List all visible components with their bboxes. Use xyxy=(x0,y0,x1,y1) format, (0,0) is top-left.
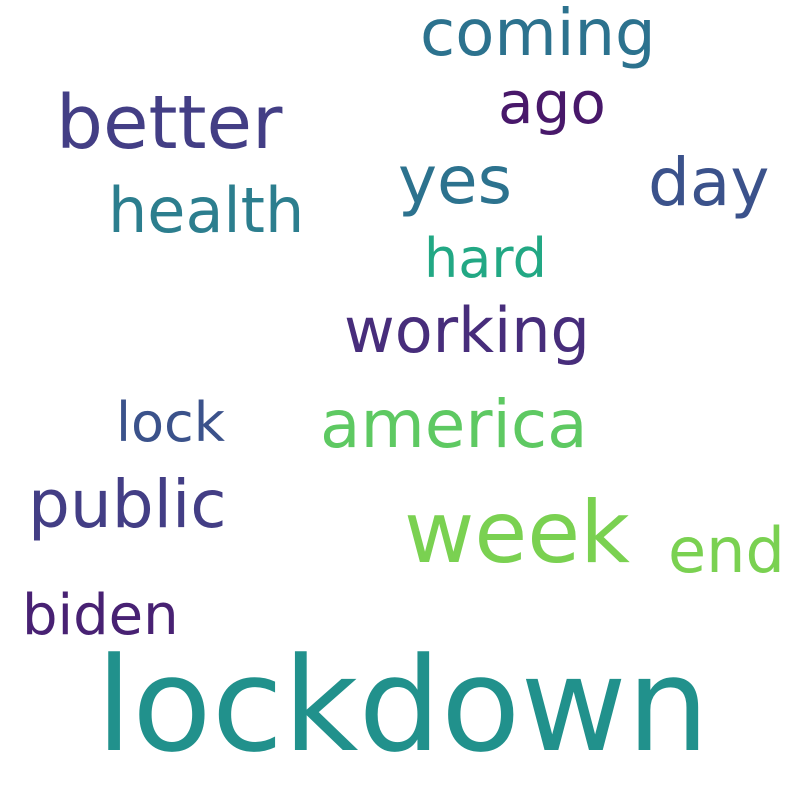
word-hard: hard xyxy=(424,227,547,290)
word-day: day xyxy=(648,144,770,221)
word-public: public xyxy=(28,466,227,543)
word-working: working xyxy=(344,294,590,367)
word-week: week xyxy=(404,483,630,583)
word-ago: ago xyxy=(498,69,606,137)
word-lock: lock xyxy=(116,391,226,454)
word-america: america xyxy=(320,386,588,463)
word-yes: yes xyxy=(398,142,513,219)
word-biden: biden xyxy=(22,583,179,648)
word-lockdown: lockdown xyxy=(96,629,710,781)
word-health: health xyxy=(108,174,305,247)
word-coming: coming xyxy=(420,0,656,71)
word-better: better xyxy=(56,80,283,166)
word-end: end xyxy=(668,514,785,587)
